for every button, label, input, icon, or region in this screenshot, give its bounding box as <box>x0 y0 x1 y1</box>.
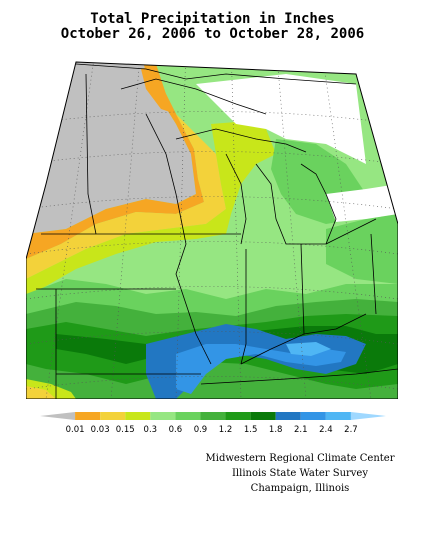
legend-swatch <box>325 412 351 420</box>
region-yellow-green <box>26 122 276 296</box>
map-frame <box>26 61 398 399</box>
region-lightest-blue <box>286 342 331 356</box>
legend-label: 0.6 <box>169 425 183 435</box>
credit-line-3: Champaign, Illinois <box>250 483 350 494</box>
legend-label: 2.7 <box>344 425 358 435</box>
region-white-east <box>326 184 398 222</box>
region-yellow <box>26 114 226 279</box>
legend-swatch <box>75 412 101 420</box>
legend-label: 0.01 <box>66 425 85 435</box>
legend-label: 0.15 <box>116 425 135 435</box>
legend-label: 1.5 <box>244 425 258 435</box>
legend-swatches <box>40 412 386 420</box>
legend-label: 2.1 <box>294 425 308 435</box>
graticule <box>26 62 398 399</box>
canada-border <box>75 63 357 85</box>
map-title-line1: Total Precipitation in Inches <box>90 11 335 27</box>
legend-label: 0.03 <box>91 425 110 435</box>
legend-label: 1.8 <box>269 425 283 435</box>
region-green-east <box>326 214 398 284</box>
region-white-north <box>196 74 366 164</box>
map-title-line2: October 26, 2006 to October 28, 2006 <box>60 26 365 42</box>
legend-swatch <box>350 412 386 420</box>
region-orange-north <box>141 64 176 114</box>
legend-swatch <box>125 412 151 420</box>
precipitation-map <box>26 61 398 399</box>
legend-swatch <box>275 412 301 420</box>
legend-swatch <box>300 412 326 420</box>
credit-line-2: Illinois State Water Survey <box>231 468 368 479</box>
legend-swatch <box>175 412 201 420</box>
credit-line-1: Midwestern Regional Climate Center <box>205 453 395 464</box>
legend-swatch <box>150 412 176 420</box>
legend-swatch <box>225 412 251 420</box>
precipitation-legend: 0.01 0.03 0.15 0.3 0.6 0.9 1.2 1.5 1.8 2.1 2.4 2.7 <box>40 412 386 435</box>
region-orange <box>26 62 204 259</box>
legend-label: 2.4 <box>319 425 333 435</box>
legend-label: 1.2 <box>219 425 233 435</box>
region-south-yellow-2 <box>26 386 56 399</box>
legend-swatch <box>100 412 126 420</box>
legend-swatch <box>250 412 276 420</box>
state-boundaries <box>36 73 398 399</box>
legend-swatch <box>40 412 76 420</box>
legend-labels: 0.01 0.03 0.15 0.3 0.6 0.9 1.2 1.5 1.8 2.1 2.4 2.7 <box>66 425 358 435</box>
region-light-blue <box>176 344 346 394</box>
legend-swatch <box>200 412 226 420</box>
legend-label: 0.3 <box>144 425 158 435</box>
legend-label: 0.9 <box>194 425 208 435</box>
